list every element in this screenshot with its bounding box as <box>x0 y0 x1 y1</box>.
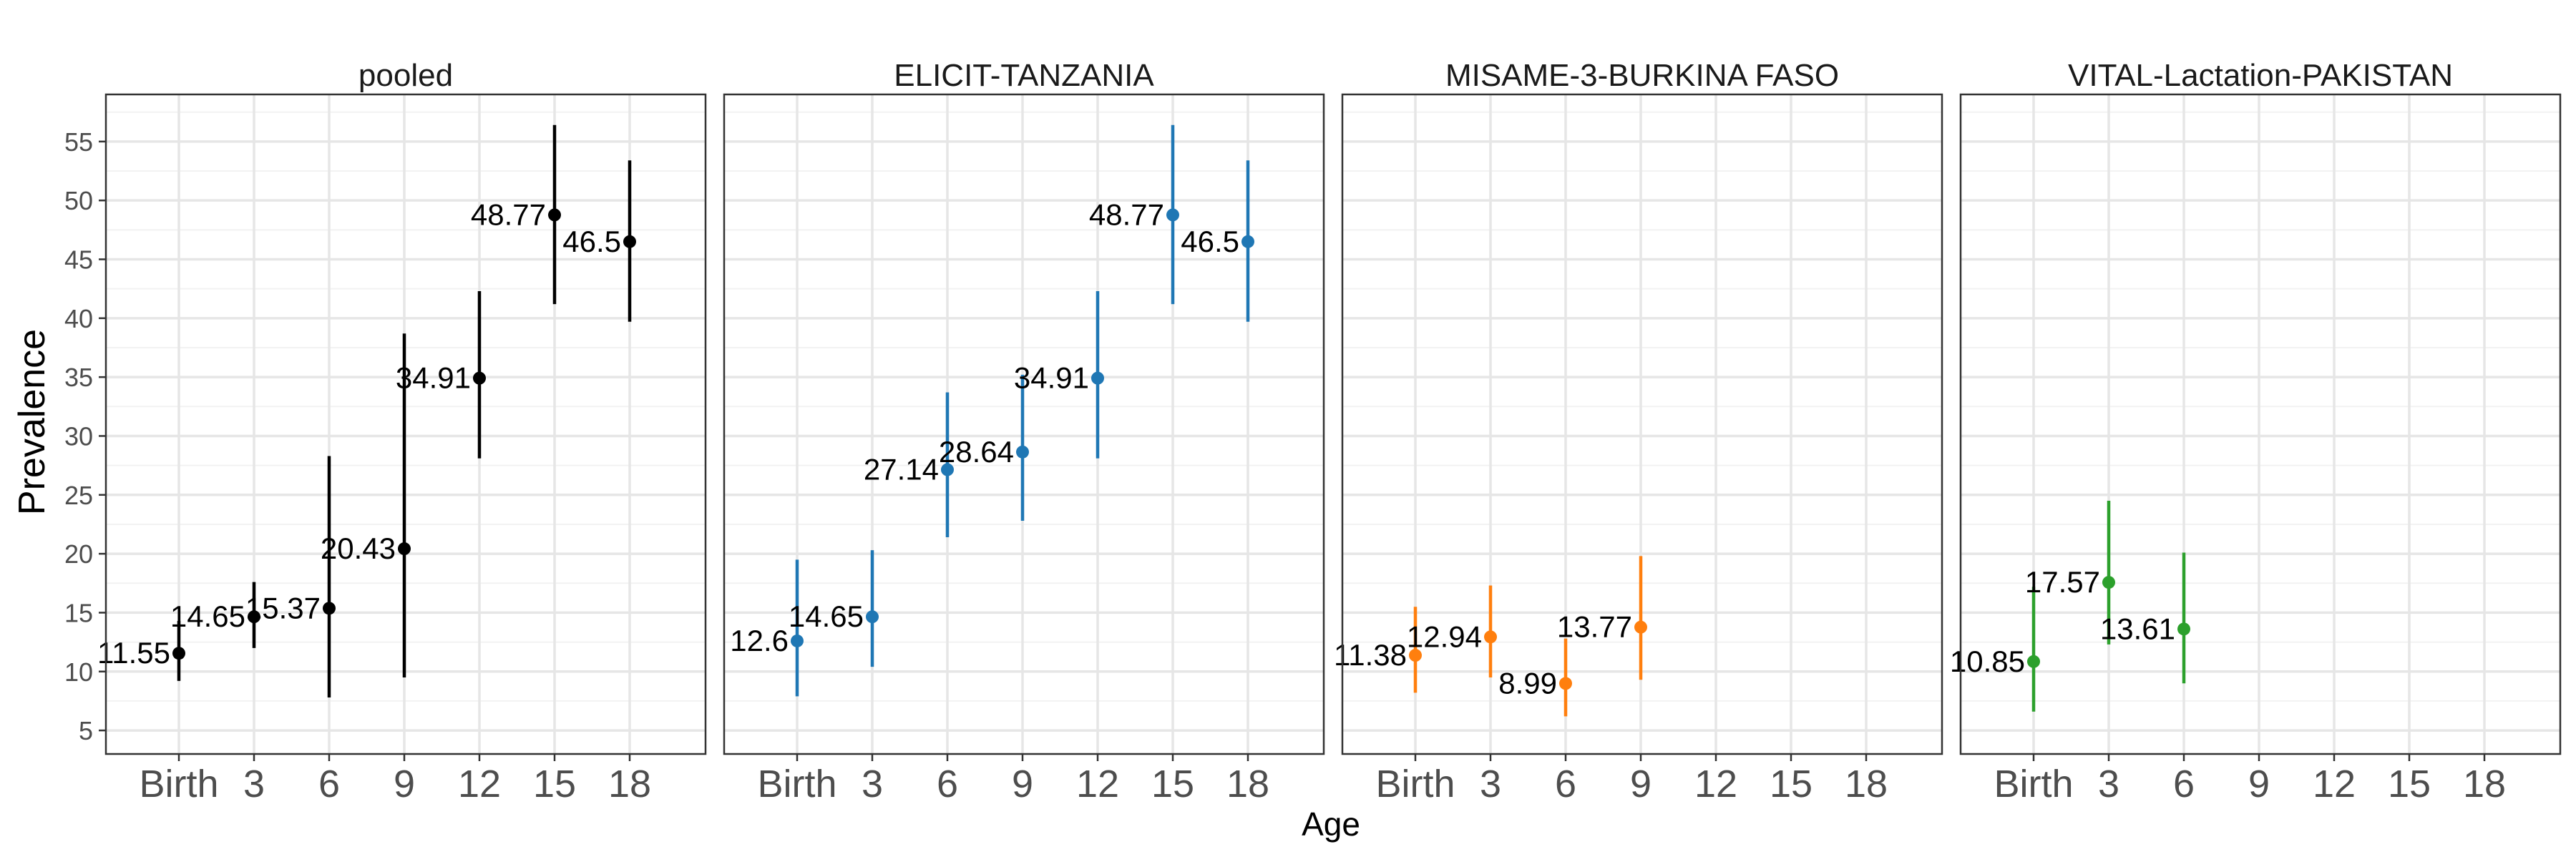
data-label: 14.65 <box>170 599 245 633</box>
y-axis-title: Prevalence <box>11 329 53 515</box>
data-label: 46.5 <box>1181 225 1239 258</box>
y-tick-label: 20 <box>64 539 93 569</box>
data-label: 48.77 <box>471 197 546 231</box>
data-point <box>1241 235 1254 248</box>
data-point <box>2102 576 2115 589</box>
data-label: 12.94 <box>1407 619 1482 653</box>
x-tick-label: 9 <box>1630 763 1652 805</box>
y-tick-label: 30 <box>64 421 93 451</box>
data-point <box>623 235 636 248</box>
x-tick-label: 6 <box>2173 763 2195 805</box>
x-tick-label: 15 <box>1770 763 1813 805</box>
y-tick-label: 5 <box>79 716 93 745</box>
facet-title: pooled <box>358 58 453 93</box>
data-point <box>172 647 185 660</box>
data-point <box>866 610 879 624</box>
data-point <box>1091 371 1104 385</box>
y-tick-label: 50 <box>64 186 93 215</box>
data-label: 12.6 <box>730 624 789 657</box>
y-tick-label: 55 <box>64 127 93 157</box>
x-tick-label: 9 <box>394 763 415 805</box>
x-tick-label: 12 <box>2313 763 2356 805</box>
x-tick-label: 18 <box>2463 763 2506 805</box>
data-point <box>323 602 336 615</box>
y-tick-label: 35 <box>64 363 93 392</box>
data-label: 10.85 <box>1950 645 2025 678</box>
x-tick-label: 6 <box>1555 763 1576 805</box>
data-label: 14.65 <box>789 599 864 633</box>
x-tick-label: 12 <box>458 763 501 805</box>
x-tick-label: Birth <box>1375 763 1455 805</box>
data-point <box>473 371 486 385</box>
data-label: 11.38 <box>1334 638 1407 672</box>
data-label: 20.43 <box>321 532 396 565</box>
panel-border <box>723 93 1325 755</box>
x-tick-label: 6 <box>937 763 958 805</box>
x-axis-title: Age <box>1302 805 1360 843</box>
data-label: 48.77 <box>1089 197 1164 231</box>
x-tick-label: 18 <box>1226 763 1269 805</box>
data-point <box>941 463 954 476</box>
x-tick-label: 9 <box>2248 763 2270 805</box>
x-tick-label: Birth <box>139 763 218 805</box>
y-tick-label: 40 <box>64 304 93 333</box>
x-tick-label: 3 <box>862 763 883 805</box>
x-tick-label: 12 <box>1076 763 1119 805</box>
x-tick-label: 18 <box>1845 763 1888 805</box>
panel-border <box>1341 93 1943 755</box>
data-point <box>398 542 411 556</box>
data-label: 34.91 <box>396 361 471 395</box>
x-tick-label: 18 <box>608 763 651 805</box>
data-point <box>2177 622 2190 636</box>
data-point <box>1484 630 1497 644</box>
x-tick-label: 15 <box>533 763 576 805</box>
x-tick-label: 12 <box>1694 763 1737 805</box>
data-label: 15.37 <box>245 591 321 625</box>
panel-background <box>1961 94 2560 754</box>
x-tick-label: 3 <box>243 763 265 805</box>
data-label: 11.55 <box>97 636 170 670</box>
data-label: 46.5 <box>562 225 621 258</box>
x-tick-label: 15 <box>1151 763 1194 805</box>
y-tick-label: 25 <box>64 481 93 510</box>
x-tick-label: 3 <box>2098 763 2119 805</box>
facet-title: MISAME-3-BURKINA FASO <box>1445 58 1839 93</box>
data-point <box>1634 620 1647 634</box>
facet-title: VITAL-Lactation-PAKISTAN <box>2068 58 2453 93</box>
data-point <box>1016 445 1029 459</box>
x-tick-label: 3 <box>1480 763 1501 805</box>
data-label: 8.99 <box>1498 666 1557 700</box>
data-label: 34.91 <box>1014 361 1089 395</box>
y-tick-label: 15 <box>64 598 93 627</box>
data-point <box>791 634 804 647</box>
data-label: 27.14 <box>864 453 939 486</box>
data-point <box>2027 655 2040 668</box>
facet-title: ELICIT-TANZANIA <box>894 58 1154 93</box>
panel-border <box>104 93 707 755</box>
data-label: 28.64 <box>939 435 1014 469</box>
data-point <box>1409 649 1422 662</box>
data-label: 13.61 <box>2100 612 2175 645</box>
data-point <box>248 610 260 624</box>
x-tick-label: Birth <box>757 763 836 805</box>
data-point <box>548 208 561 222</box>
x-tick-label: 9 <box>1012 763 1033 805</box>
data-label: 13.77 <box>1557 610 1632 644</box>
y-tick-label: 45 <box>64 245 93 275</box>
panel-border <box>1959 93 2562 755</box>
x-tick-label: 15 <box>2388 763 2431 805</box>
data-label: 17.57 <box>2025 565 2100 599</box>
x-tick-label: Birth <box>1994 763 2073 805</box>
data-point <box>1559 677 1572 690</box>
data-point <box>1166 208 1179 222</box>
x-tick-label: 6 <box>318 763 340 805</box>
y-tick-label: 10 <box>64 657 93 687</box>
